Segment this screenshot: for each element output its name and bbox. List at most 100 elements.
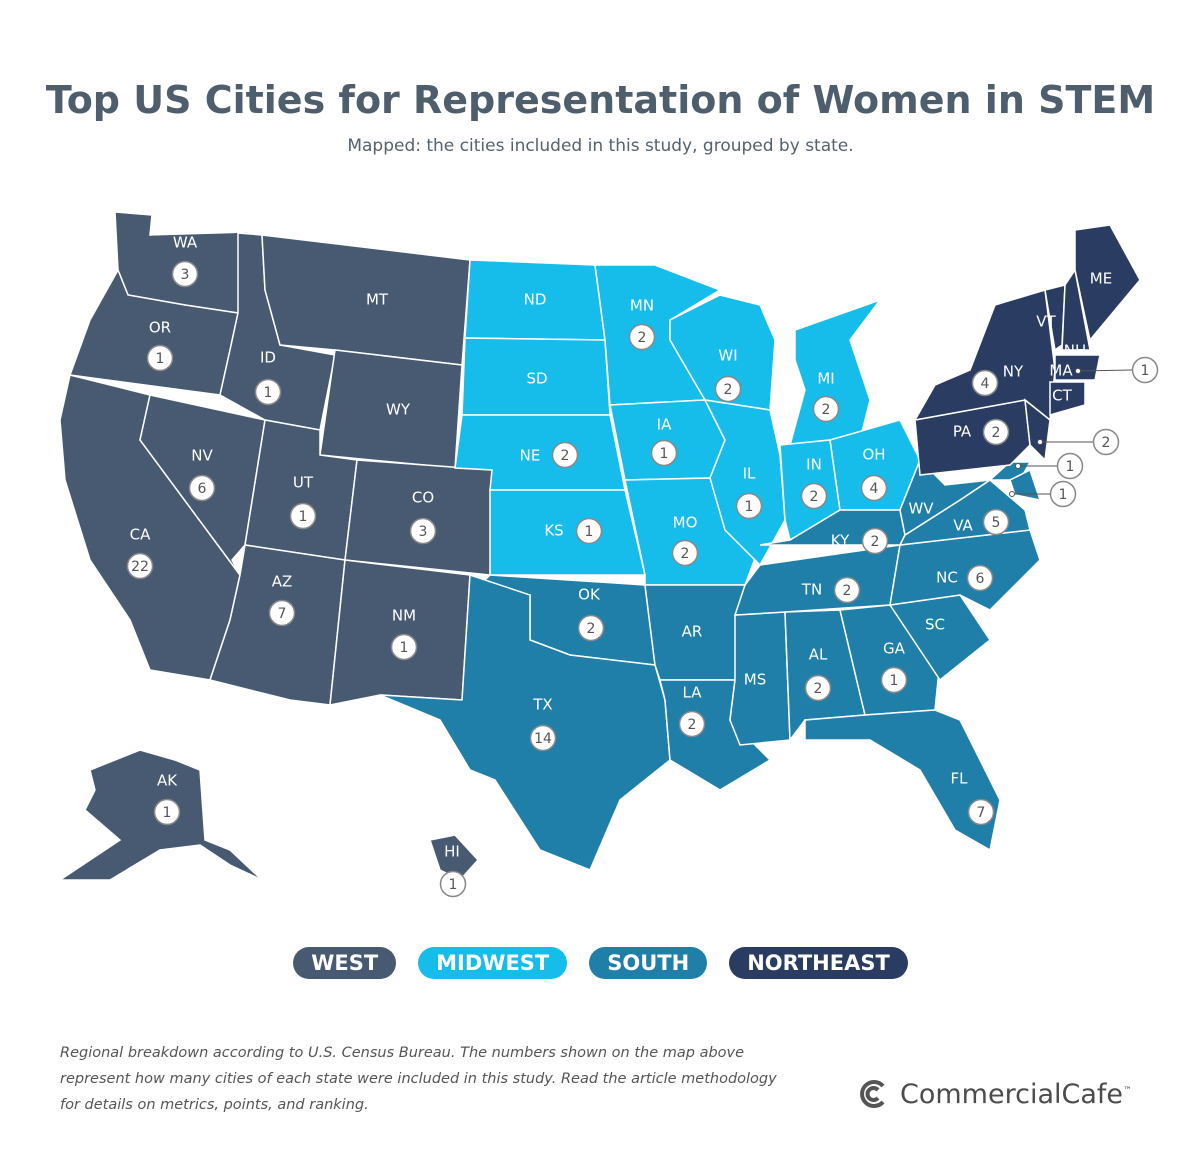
count-label: 2 (1102, 435, 1111, 451)
state-shape (379, 573, 671, 871)
state-shape (344, 459, 493, 576)
count-label: 2 (681, 546, 690, 562)
state-label: LA (683, 684, 703, 702)
footnote: Regional breakdown according to U.S. Cen… (60, 1040, 777, 1118)
count-badge (551, 441, 579, 469)
count-badge (800, 482, 828, 510)
logo-name: CommercialCafe (900, 1078, 1124, 1110)
state-label: ME (1090, 270, 1112, 288)
state-label: OK (578, 586, 601, 604)
count-label: 4 (870, 481, 879, 497)
state-shape (1054, 354, 1101, 381)
count-badge (833, 576, 861, 604)
state-label: UT (293, 474, 314, 492)
count-label: 3 (419, 524, 428, 540)
count-badge (812, 395, 840, 423)
count-label: 1 (890, 673, 899, 689)
state-label: NH (1064, 342, 1087, 360)
state-label: OR (149, 319, 171, 337)
count-badge (982, 418, 1010, 446)
count-label: 6 (198, 481, 207, 497)
count-label: 14 (534, 731, 552, 747)
state-label: CT (1052, 387, 1072, 405)
count-label: 2 (724, 382, 733, 398)
count-label: 1 (745, 499, 754, 515)
count-badge (880, 666, 908, 694)
count-badge (268, 599, 296, 627)
count-label: 5 (992, 515, 1001, 531)
state-label: MI (817, 370, 834, 388)
callout-dot (1037, 439, 1043, 445)
state-label: WI (718, 347, 737, 365)
state-shape (429, 834, 480, 881)
count-badge (861, 527, 889, 555)
state-label: GA (883, 640, 906, 658)
state-label: IL (743, 465, 756, 483)
count-label: 1 (264, 385, 273, 401)
count-label: 1 (660, 446, 669, 462)
count-label: 2 (814, 681, 823, 697)
count-label: 2 (561, 448, 570, 464)
count-label: 2 (688, 717, 697, 733)
count-badge (1049, 480, 1077, 508)
count-badge (188, 474, 216, 502)
count-badge (153, 798, 181, 826)
count-label: 7 (278, 606, 287, 622)
state-label: FL (951, 770, 969, 788)
count-label: 4 (981, 376, 990, 392)
state-label: WA (173, 234, 198, 252)
count-badge (390, 633, 418, 661)
callout-line (1077, 369, 1133, 372)
count-badge (126, 552, 154, 580)
count-label: 1 (163, 805, 172, 821)
state-label: MT (366, 291, 389, 309)
logo-text: CommercialCafe™ (900, 1079, 1132, 1110)
state-label: MA (1049, 362, 1073, 380)
state-label: CA (130, 526, 151, 544)
state-label: KY (831, 532, 850, 550)
count-label: 1 (1141, 363, 1150, 379)
state-label: WY (386, 401, 411, 419)
count-label: 2 (587, 621, 596, 637)
subtitle: Mapped: the cities included in this stud… (347, 136, 854, 156)
state-label: AL (809, 646, 828, 664)
state-label: AZ (272, 573, 293, 591)
callout-dot (1009, 491, 1015, 497)
state-shape (329, 559, 471, 706)
count-label: 7 (977, 805, 986, 821)
state-shape (1074, 224, 1141, 342)
callout-dot (1075, 368, 1081, 374)
count-label: 1 (1059, 487, 1068, 503)
state-shape (1049, 381, 1086, 416)
state-label: CO (412, 489, 434, 507)
count-badge (982, 508, 1010, 536)
callout-dot (1015, 463, 1021, 469)
state-label: HI (444, 843, 460, 861)
legend-item: MIDWEST (418, 947, 568, 979)
state-label: NY (1003, 363, 1024, 381)
state-label: ND (524, 291, 547, 309)
legend-item: WEST (293, 947, 397, 979)
count-badge (735, 492, 763, 520)
state-label: MS (744, 671, 766, 689)
logo: CommercialCafe™ (856, 1077, 1132, 1111)
state-label: SC (925, 616, 945, 634)
count-label: 1 (299, 509, 308, 525)
state-shape (913, 289, 1056, 422)
state-label: ID (260, 349, 276, 367)
state-label: IA (657, 416, 672, 434)
count-label: 2 (871, 534, 880, 550)
count-label: 2 (992, 425, 1001, 441)
state-label: AR (682, 623, 703, 641)
state-label: IN (806, 456, 822, 474)
count-badge (575, 517, 603, 545)
count-badge (678, 710, 706, 738)
count-label: 2 (843, 583, 852, 599)
count-badge (714, 375, 742, 403)
count-badge (289, 502, 317, 530)
state-label: TN (801, 581, 822, 599)
count-badge (671, 539, 699, 567)
state-label: NE (520, 447, 541, 465)
footnote-line: represent how many cities of each state … (60, 1071, 777, 1087)
